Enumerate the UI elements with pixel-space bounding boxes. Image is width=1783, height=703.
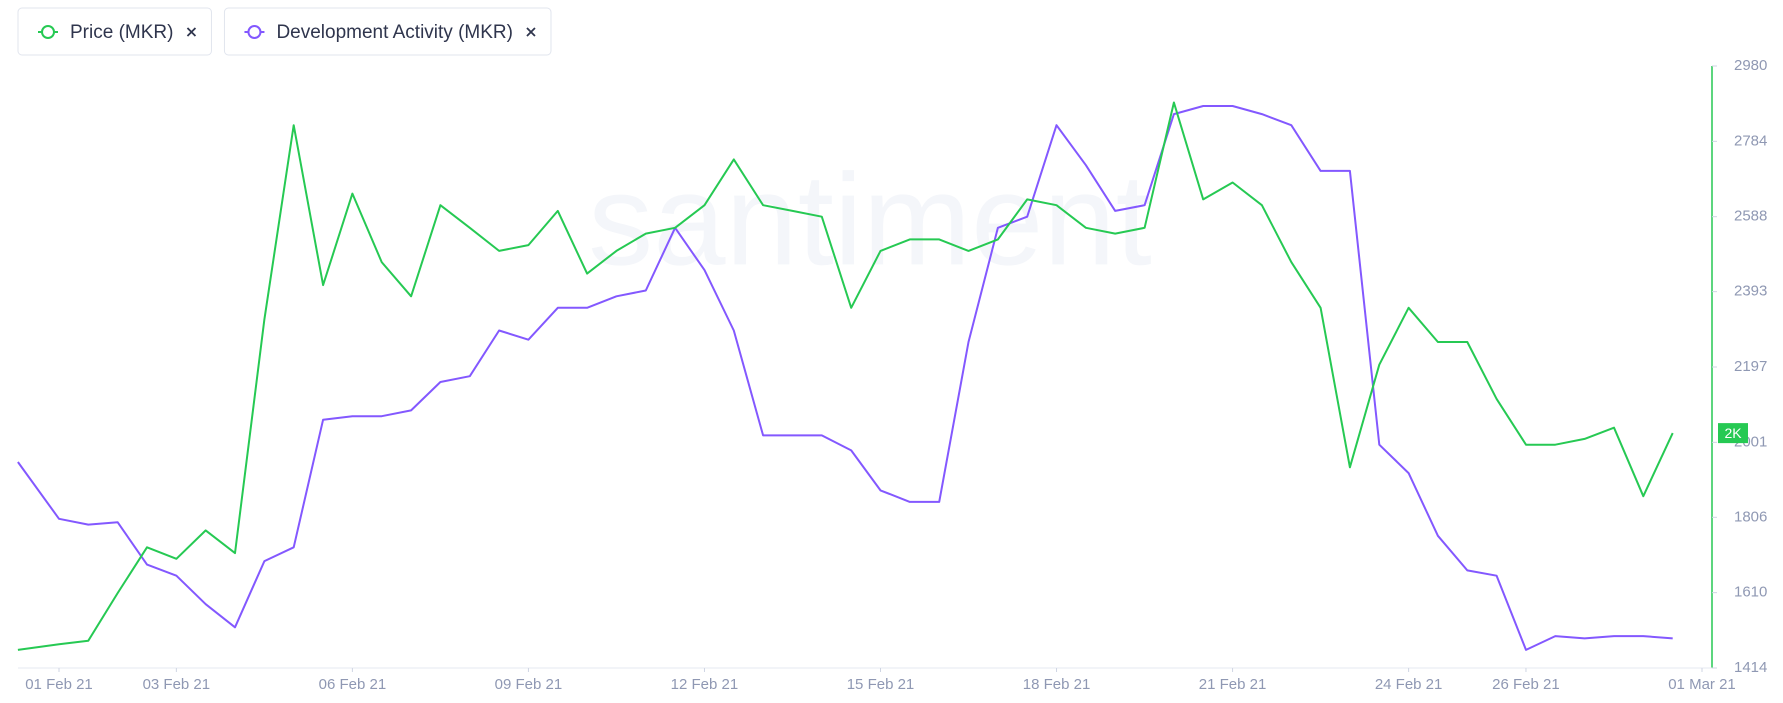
last-value-badge bbox=[1718, 423, 1748, 444]
y-tick-label: 1610 bbox=[1734, 584, 1767, 601]
last-value-label: 2K bbox=[1724, 425, 1742, 441]
legend-box[interactable] bbox=[223, 7, 552, 56]
x-tick-label: 26 Feb 21 bbox=[1492, 676, 1560, 693]
y-tick-label: 2980 bbox=[1734, 57, 1767, 74]
watermark: santiment bbox=[588, 146, 1152, 292]
legend-item[interactable]: Price (MKR) bbox=[17, 7, 212, 56]
y-tick-label: 2393 bbox=[1734, 283, 1767, 300]
x-tick-label: 12 Feb 21 bbox=[671, 676, 739, 693]
series-line bbox=[17, 105, 1673, 651]
x-tick-label: 01 Mar 21 bbox=[1668, 676, 1736, 693]
x-tick-label: 03 Feb 21 bbox=[143, 676, 211, 693]
series-line bbox=[17, 101, 1674, 651]
legend-close[interactable] bbox=[526, 27, 536, 37]
x-tick-label: 18 Feb 21 bbox=[1023, 676, 1091, 693]
x-tick-label: 21 Feb 21 bbox=[1199, 676, 1267, 693]
legend-item[interactable]: Development Activity (MKR) bbox=[223, 7, 552, 56]
legend-icon bbox=[247, 25, 262, 39]
y-tick-label: 2784 bbox=[1734, 132, 1767, 149]
legend-box[interactable] bbox=[17, 7, 212, 56]
x-tick-label: 15 Feb 21 bbox=[847, 676, 915, 693]
y-tick-label: 1414 bbox=[1734, 659, 1767, 676]
legend-close[interactable] bbox=[186, 27, 197, 37]
legend: Price (MKR) Development Activity (MKR) bbox=[17, 7, 552, 56]
x-tick-label: 09 Feb 21 bbox=[495, 676, 563, 693]
legend-label: Price (MKR) bbox=[70, 22, 173, 43]
y-tick-label: 2588 bbox=[1734, 208, 1767, 225]
x-tick-label: 24 Feb 21 bbox=[1375, 676, 1443, 693]
legend-label: Development Activity (MKR) bbox=[276, 22, 513, 43]
x-tick-label: 06 Feb 21 bbox=[319, 676, 387, 693]
y-tick-label: 2197 bbox=[1734, 358, 1767, 375]
legend-icon bbox=[41, 25, 55, 39]
x-tick-label: 01 Feb 21 bbox=[25, 676, 93, 693]
y-tick-label: 1806 bbox=[1734, 508, 1767, 525]
